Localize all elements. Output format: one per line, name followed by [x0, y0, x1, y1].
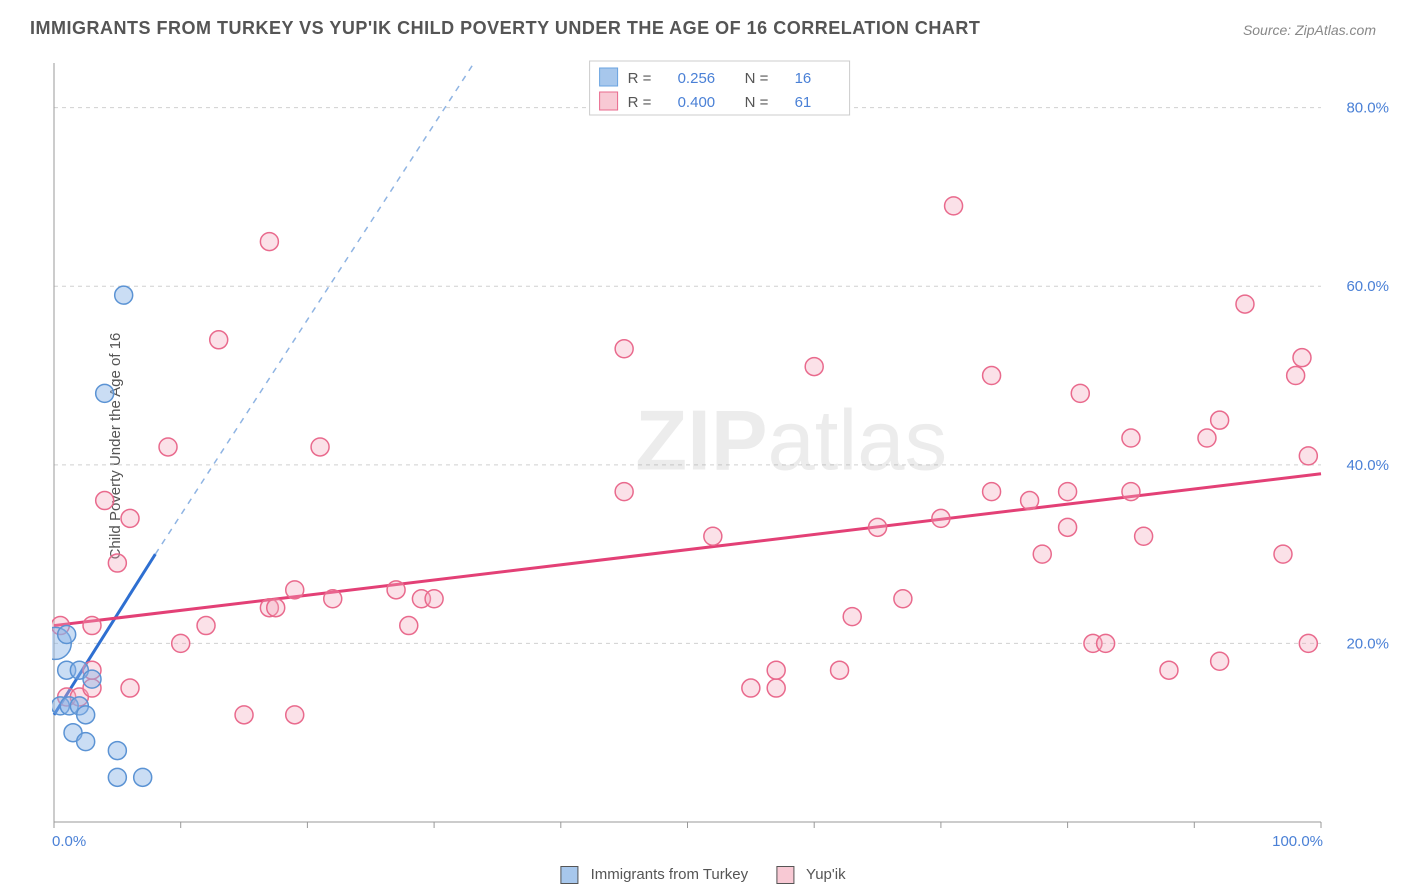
svg-text:20.0%: 20.0% — [1346, 635, 1389, 652]
legend-item-turkey: Immigrants from Turkey — [560, 866, 748, 884]
chart-plot-area: 20.0% 40.0% 60.0% 80.0% 0.0% 100.0% ZIPatlas R … — [52, 55, 1396, 852]
series-legend: Immigrants from Turkey Yup'ik — [560, 866, 845, 884]
legend-label-turkey: Immigrants from Turkey — [591, 866, 749, 883]
legend-label-yupik: Yup'ik — [806, 866, 846, 883]
legend-item-yupik: Yup'ik — [776, 866, 845, 884]
legend-swatch-pink — [776, 866, 794, 884]
svg-text:60.0%: 60.0% — [1346, 278, 1389, 295]
svg-text:R =: R = — [628, 70, 652, 87]
chart-title: IMMIGRANTS FROM TURKEY VS YUP'IK CHILD P… — [30, 18, 980, 39]
svg-text:80.0%: 80.0% — [1346, 100, 1389, 117]
svg-text:ZIPatlas: ZIPatlas — [635, 393, 947, 488]
svg-text:N =: N = — [745, 70, 769, 87]
svg-text:61: 61 — [795, 94, 812, 111]
svg-text:16: 16 — [795, 70, 812, 87]
svg-text:0.256: 0.256 — [678, 70, 716, 87]
svg-text:R =: R = — [628, 94, 652, 111]
svg-text:N =: N = — [745, 94, 769, 111]
svg-text:0.0%: 0.0% — [52, 833, 86, 850]
scatter-plot-svg: 20.0% 40.0% 60.0% 80.0% 0.0% 100.0% ZIPatlas R … — [52, 55, 1396, 852]
svg-text:0.400: 0.400 — [678, 94, 716, 111]
legend-swatch-blue — [560, 866, 578, 884]
svg-text:40.0%: 40.0% — [1346, 457, 1389, 474]
svg-text:100.0%: 100.0% — [1272, 833, 1323, 850]
source-attribution: Source: ZipAtlas.com — [1243, 22, 1376, 38]
